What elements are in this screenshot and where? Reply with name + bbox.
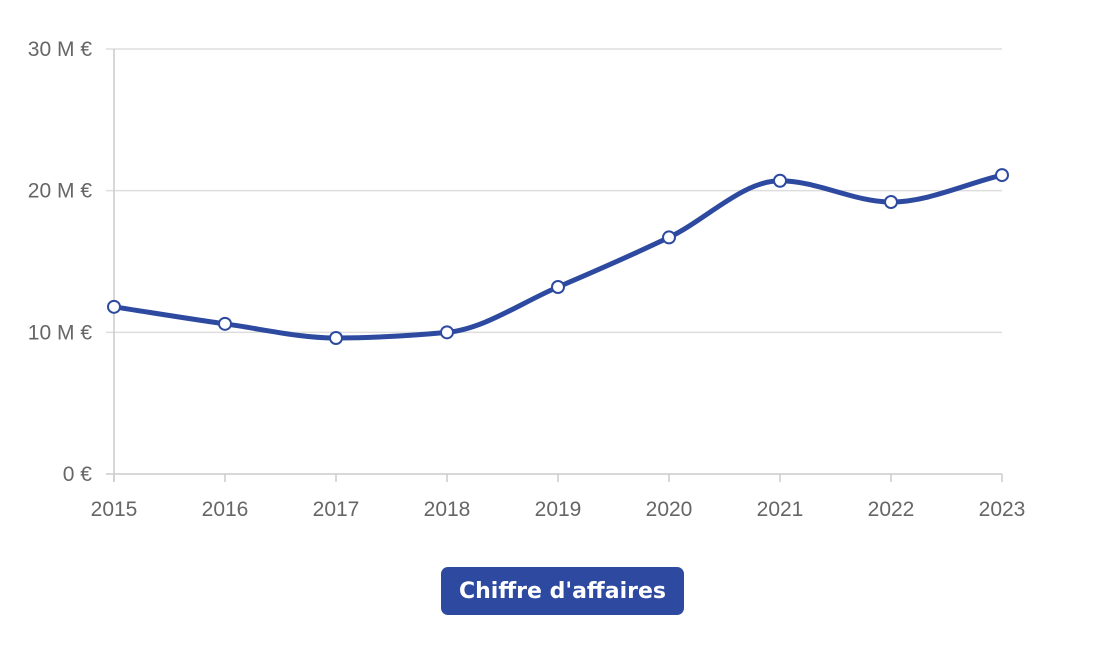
x-tick-label: 2021 (757, 498, 804, 521)
data-point[interactable] (440, 325, 454, 340)
y-tick-label: 0 € (63, 463, 93, 486)
data-points (107, 168, 1009, 345)
data-point[interactable] (218, 316, 232, 331)
grid-lines (106, 48, 1002, 334)
x-tick-label: 2022 (868, 498, 915, 521)
x-tick-label: 2018 (424, 498, 471, 521)
y-tick-label: 10 M € (28, 321, 93, 344)
x-tick-label: 2017 (313, 498, 360, 521)
x-tick-label: 2023 (979, 498, 1026, 521)
x-tick-labels: 2015 2016 2017 2018 2019 2020 2021 2022 2023 (91, 498, 1026, 521)
x-tick-label: 2016 (202, 498, 249, 521)
y-tick-label: 20 M € (28, 180, 93, 203)
y-tick-labels: 0 € 10 M € 20 M € 30 M € (28, 38, 93, 486)
y-tick-label: 30 M € (28, 38, 93, 61)
x-tick-label: 2019 (535, 498, 582, 521)
data-point[interactable] (995, 168, 1009, 183)
series-line (111, 172, 1005, 341)
data-point[interactable] (884, 195, 898, 209)
data-point[interactable] (329, 331, 343, 345)
series-layer (111, 172, 1005, 341)
x-tick-label: 2020 (646, 498, 693, 521)
data-point[interactable] (773, 173, 787, 188)
legend-series-button[interactable]: Chiffre d'affaires (441, 567, 684, 615)
x-tick-label: 2015 (91, 498, 138, 521)
data-point[interactable] (551, 280, 565, 294)
data-point[interactable] (662, 230, 676, 245)
axes (106, 49, 1003, 482)
data-point[interactable] (107, 299, 121, 314)
